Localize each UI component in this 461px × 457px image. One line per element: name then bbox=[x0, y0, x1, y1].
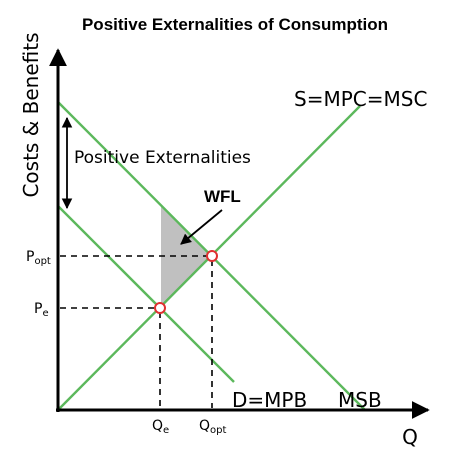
y-axis-label: Costs & Benefits bbox=[19, 32, 43, 197]
p-e-tick: Pe bbox=[34, 301, 49, 319]
welfare-loss-label: WFL bbox=[204, 187, 241, 206]
x-axis-label: Q bbox=[402, 425, 418, 449]
chart-title: Positive Externalities of Consumption bbox=[82, 15, 388, 34]
welfare-loss-pointer bbox=[180, 209, 223, 245]
p-opt-tick-sub: opt bbox=[34, 256, 50, 267]
demand-curve-label: D=MPB bbox=[232, 388, 307, 412]
optimal-equilibrium-marker bbox=[206, 250, 218, 262]
q-opt-tick-base: Q bbox=[199, 418, 210, 434]
q-opt-tick: Qopt bbox=[199, 418, 226, 436]
demand-curve bbox=[57, 205, 235, 383]
p-opt-tick-base: P bbox=[26, 249, 34, 265]
q-e-tick-base: Q bbox=[152, 418, 163, 434]
supply-curve-label: S=MPC=MSC bbox=[294, 87, 427, 111]
market-equilibrium-marker bbox=[154, 302, 166, 314]
p-e-tick-sub: e bbox=[42, 308, 48, 319]
q-opt-tick-sub: opt bbox=[210, 425, 226, 436]
p-opt-tick: Popt bbox=[26, 249, 51, 267]
externality-label: Positive Externalities bbox=[74, 148, 251, 168]
msb-curve-label: MSB bbox=[338, 388, 382, 412]
q-e-tick: Qe bbox=[152, 418, 169, 436]
p-e-tick-base: P bbox=[34, 301, 42, 317]
q-e-tick-sub: e bbox=[163, 425, 169, 436]
